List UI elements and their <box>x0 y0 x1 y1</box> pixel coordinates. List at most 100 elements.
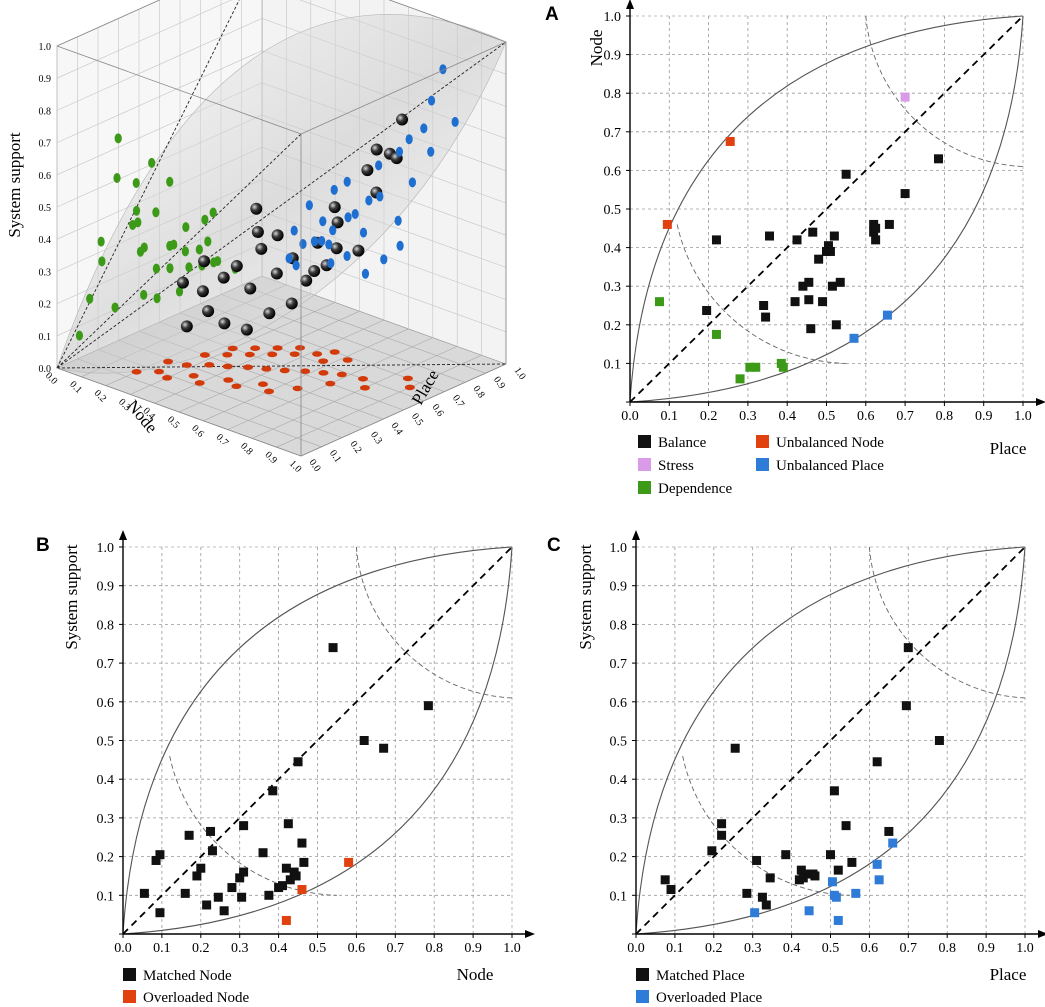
data-point-3d <box>300 368 311 375</box>
legend-swatch <box>638 435 651 448</box>
data-point-3d <box>396 240 404 251</box>
data-point <box>711 235 721 245</box>
tick-label-node: 1.0 <box>287 458 304 475</box>
tick-label-x: 0.4 <box>778 409 796 424</box>
data-point-3d <box>111 302 119 313</box>
data-point <box>934 154 944 164</box>
data-point-3d <box>244 351 255 358</box>
series-matched-node <box>139 643 433 918</box>
data-point <box>239 867 249 877</box>
data-point-3d <box>330 184 338 195</box>
tick-label-y: 0.6 <box>604 164 622 179</box>
data-point-3d <box>199 352 210 358</box>
data-point <box>277 881 287 891</box>
tick-label-x: 0.5 <box>309 941 327 956</box>
data-point-3d <box>375 160 383 171</box>
panel-label: B <box>36 535 50 556</box>
data-point <box>702 306 712 316</box>
data-point <box>829 231 839 241</box>
legend-swatch <box>123 968 136 981</box>
tick-label-y: 0.5 <box>97 735 115 750</box>
legend-swatch <box>636 968 649 981</box>
tick-label-y: 0.8 <box>610 618 628 633</box>
data-point-3d <box>285 297 298 310</box>
legend-swatch <box>638 481 651 494</box>
data-point <box>808 227 818 237</box>
series-unbalanced-place <box>849 310 892 343</box>
tick-label-node: 0.1 <box>67 379 84 396</box>
tick-label-x: 0.2 <box>700 409 718 424</box>
axis-label-y: System support <box>62 544 81 650</box>
data-point-3d <box>352 244 365 257</box>
data-point <box>139 888 149 898</box>
data-point-3d <box>223 377 234 383</box>
data-point <box>872 859 882 869</box>
data-point-3d <box>261 366 272 372</box>
data-point-3d <box>308 265 321 278</box>
legend-swatch <box>756 435 769 448</box>
arc-low <box>676 224 847 364</box>
data-point <box>359 736 369 745</box>
data-point <box>827 281 837 291</box>
data-point <box>155 850 165 860</box>
data-point-3d <box>195 244 203 255</box>
legend-label: Matched Place <box>656 968 745 984</box>
data-point <box>871 223 881 233</box>
data-point-3d <box>162 375 173 381</box>
data-point-3d <box>336 371 347 378</box>
legend-label: Dependence <box>658 481 732 497</box>
data-point <box>206 826 216 836</box>
data-point-3d <box>240 323 253 336</box>
data-point <box>757 892 767 902</box>
tick-label-y: 1.0 <box>97 541 115 556</box>
data-point <box>297 884 307 894</box>
tick-label-x: 0.8 <box>425 941 443 956</box>
data-point <box>725 136 735 146</box>
data-point <box>804 277 814 287</box>
axis-label-x: Node <box>457 965 494 984</box>
data-point-3d <box>330 242 343 255</box>
data-point-3d <box>196 285 209 298</box>
tick-label-y: 0.1 <box>604 357 622 372</box>
series-3d-unbalanced-node <box>131 345 415 395</box>
data-point-3d <box>285 253 293 264</box>
legend-label: Matched Node <box>143 968 232 984</box>
data-point <box>281 863 291 873</box>
data-point <box>884 826 894 836</box>
data-point-3d <box>113 173 121 183</box>
data-point-3d <box>295 345 306 351</box>
tick-label-x: 0.6 <box>348 941 366 956</box>
tick-label-x: 0.3 <box>231 941 249 956</box>
data-point <box>884 219 894 229</box>
data-point-3d <box>202 305 215 318</box>
data-point <box>827 877 837 887</box>
tick-label-z: 0.6 <box>39 171 52 182</box>
tick-label-x: 0.6 <box>861 941 879 956</box>
tick-label-place: 0.5 <box>409 411 425 428</box>
data-point <box>831 892 841 902</box>
tick-label-x: 0.3 <box>739 409 757 424</box>
tick-label-y: 0.2 <box>610 851 628 866</box>
series-balance <box>702 154 944 334</box>
data-point <box>833 865 843 875</box>
data-point <box>901 701 911 711</box>
data-point-3d <box>404 384 415 391</box>
data-point <box>151 855 161 865</box>
data-point-3d <box>272 345 283 351</box>
data-point <box>237 892 247 902</box>
tick-label-place: 0.7 <box>450 393 466 410</box>
tick-label-y: 0.9 <box>610 580 628 595</box>
data-point-3d <box>218 317 231 330</box>
data-point <box>281 915 291 925</box>
data-point <box>798 873 808 883</box>
legend-label: Balance <box>658 435 707 451</box>
data-point-3d <box>329 349 340 355</box>
tick-label-place: 0.6 <box>430 402 446 419</box>
data-point <box>900 92 910 102</box>
tick-label-z: 0.4 <box>39 235 52 246</box>
data-point <box>825 246 835 256</box>
tick-label-z: 0.7 <box>39 139 52 150</box>
legend-swatch <box>756 458 769 471</box>
data-point-3d <box>344 212 352 223</box>
data-point-3d <box>182 222 190 233</box>
